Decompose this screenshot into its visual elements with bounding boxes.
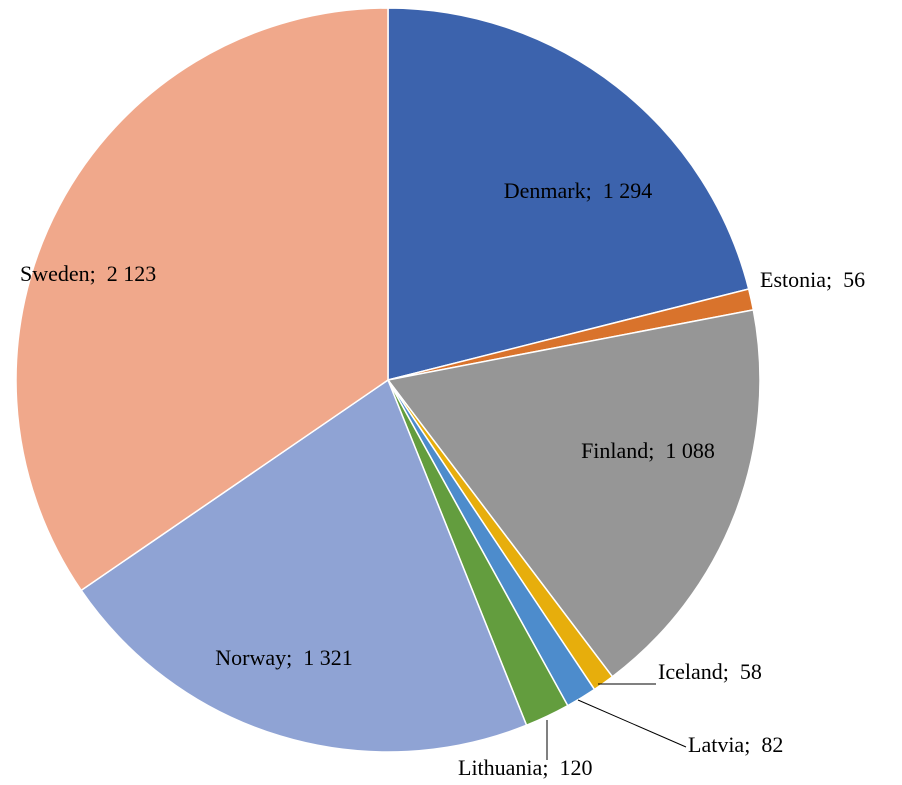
data-label: Denmark; 1 294 [504,178,652,203]
label-name: Lithuania [458,755,543,780]
data-label: Sweden; 2 123 [20,261,156,286]
data-label: Estonia; 56 [760,267,865,292]
pie-slice [387,7,750,381]
label-value: 1 321 [303,645,353,670]
label-value: 120 [559,755,592,780]
label-value: 2 123 [107,261,157,286]
label-separator: ; [648,438,654,463]
label-separator: ; [586,178,592,203]
label-value: 1 294 [603,178,653,203]
label-name: Latvia [688,732,744,757]
label-separator: ; [744,732,750,757]
label-separator: ; [826,267,832,292]
label-value: 1 088 [665,438,715,463]
label-value: 82 [761,732,783,757]
leader-line [577,699,687,748]
pie-slice [386,308,761,678]
pie-slice [15,7,389,592]
data-label: Iceland; 58 [658,659,762,684]
label-name: Norway [215,645,286,670]
data-label: Latvia; 82 [688,732,783,757]
label-name: Estonia [760,267,826,292]
label-name: Finland [581,438,648,463]
label-separator: ; [286,645,292,670]
label-separator: ; [90,261,96,286]
data-label: Norway; 1 321 [215,645,353,670]
pie-slice [80,378,528,753]
data-label: Finland; 1 088 [581,438,715,463]
label-name: Iceland [658,659,723,684]
data-label: Lithuania; 120 [458,755,592,780]
label-separator: ; [723,659,729,684]
label-value: 56 [843,267,865,292]
label-value: 58 [740,659,762,684]
label-name: Sweden [20,261,90,286]
label-separator: ; [542,755,548,780]
label-name: Denmark [504,178,586,203]
